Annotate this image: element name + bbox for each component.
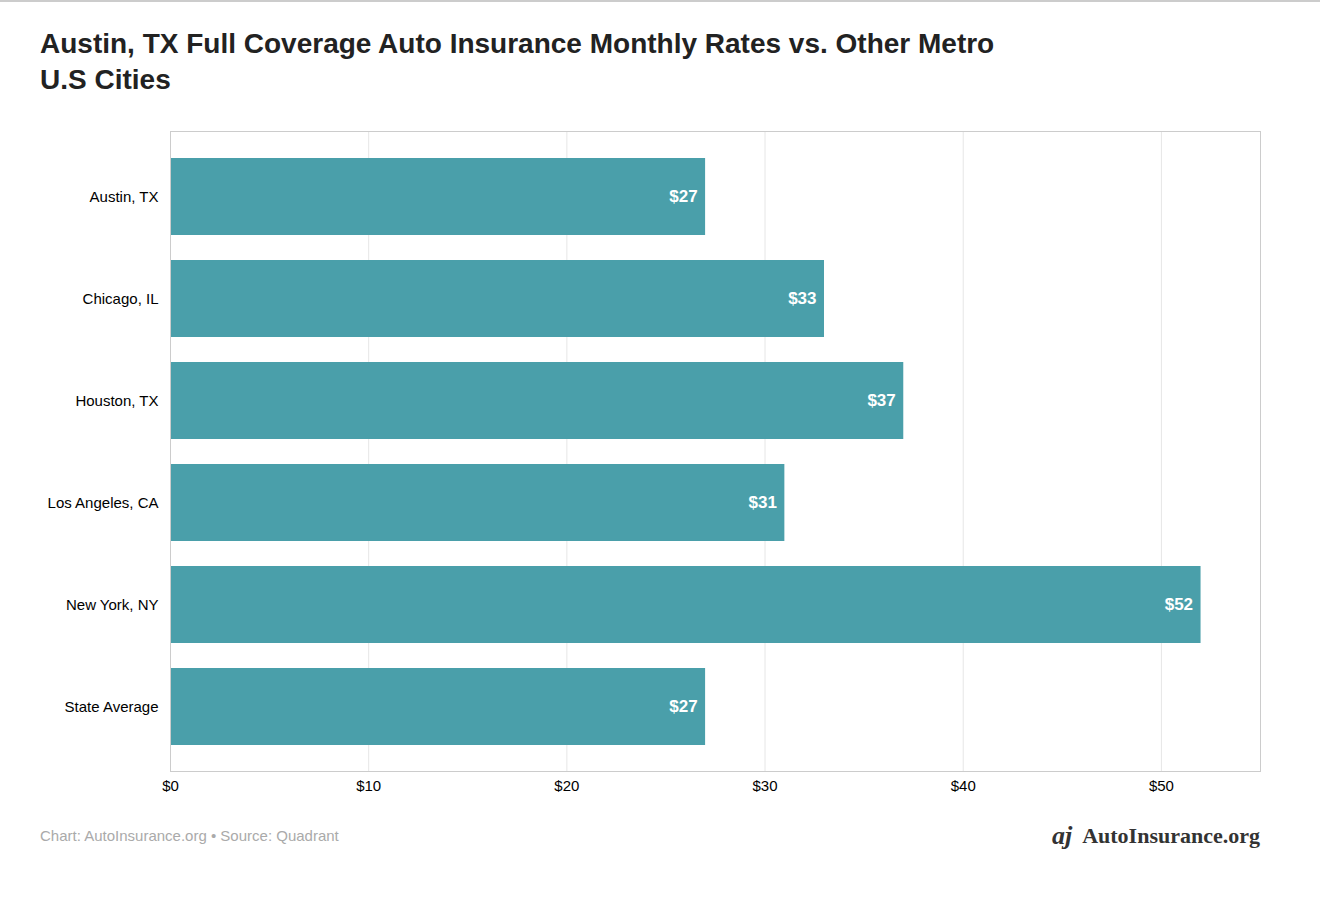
html-text:Austin, TX Full Coverage Auto: Austin, TX Full Coverage Auto Insurance …: [40, 28, 995, 96]
svg-text:$37: $37: [867, 391, 895, 410]
svg-text:$50: $50: [1149, 777, 1174, 794]
svg-text:$27: $27: [669, 697, 697, 716]
svg-text:New York, NY: New York, NY: [66, 596, 159, 613]
html-text:Chart: AutoInsurance.org • Sou: Chart: AutoInsurance.org • Source: Quadr…: [40, 827, 339, 845]
svg-text:$30: $30: [753, 777, 778, 794]
svg-text:$52: $52: [1165, 595, 1193, 614]
svg-text:$20: $20: [554, 777, 579, 794]
svg-text:$0: $0: [162, 777, 179, 794]
svg-text:Austin, TX: Austin, TX: [90, 188, 159, 205]
svg-text:$33: $33: [788, 289, 816, 308]
svg-text:$27: $27: [669, 187, 697, 206]
svg-text:Houston, TX: Houston, TX: [75, 392, 158, 409]
svg-text:$10: $10: [356, 777, 381, 794]
svg-text:Los Angeles, CA: Los Angeles, CA: [48, 494, 159, 511]
svg-text:$31: $31: [748, 493, 776, 512]
html-text:aj AutoInsurance.org: aj AutoInsurance.org: [1051, 820, 1260, 850]
svg-text:Chicago, IL: Chicago, IL: [83, 290, 159, 307]
svg-text:$40: $40: [951, 777, 976, 794]
svg-text:State Average: State Average: [65, 698, 159, 715]
